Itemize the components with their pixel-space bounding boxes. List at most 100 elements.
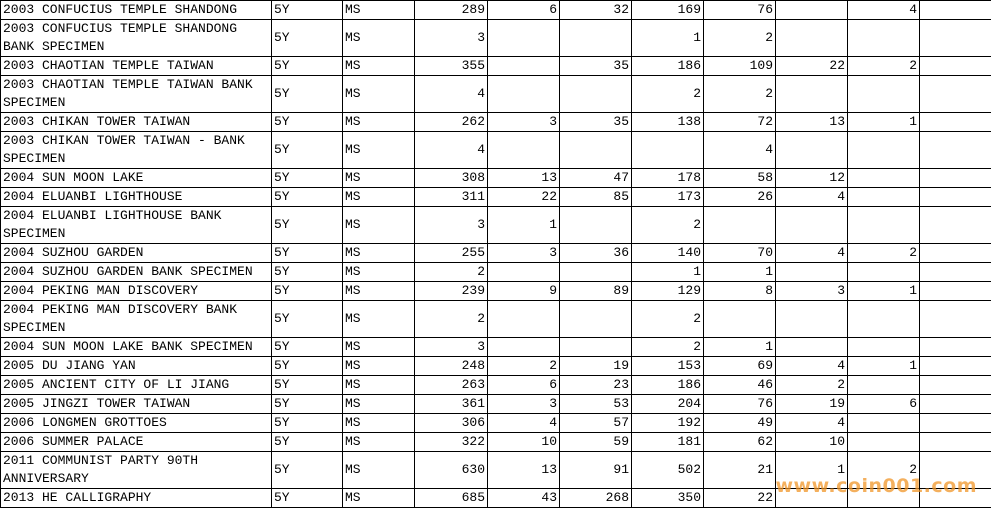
coin-grade: MS <box>342 262 415 282</box>
coin-denomination: 5Y <box>271 112 343 132</box>
count-cell: 22 <box>487 187 560 207</box>
count-cell: 35 <box>559 112 632 132</box>
coin-grade: MS <box>342 206 415 244</box>
coin-denomination: 5Y <box>271 300 343 338</box>
coin-name: 2013 HE CALLIGRAPHY <box>0 488 272 508</box>
count-cell: 248 <box>414 356 488 376</box>
count-cell <box>487 19 560 57</box>
table-row: 2003 CHIKAN TOWER TAIWAN 5Y MS 262 3 35 138 72 1… <box>0 112 991 132</box>
count-cell: 2 <box>703 19 776 57</box>
coin-denomination: 5Y <box>271 168 343 188</box>
count-cell: 57 <box>559 413 632 433</box>
count-cell: 350 <box>631 488 704 508</box>
coin-name: 2003 CHAOTIAN TEMPLE TAIWAN <box>0 56 272 76</box>
count-cell: 46 <box>703 375 776 395</box>
count-cell: 308 <box>414 168 488 188</box>
count-cell <box>847 432 920 452</box>
count-cell: 186 <box>631 375 704 395</box>
count-cell: 10 <box>775 432 848 452</box>
count-cell: 13 <box>487 451 560 489</box>
count-cell <box>559 19 632 57</box>
count-cell <box>919 112 991 132</box>
coin-name: 2003 CHAOTIAN TEMPLE TAIWAN BANK SPECIME… <box>0 75 272 113</box>
table-row: 2006 LONGMEN GROTTOES 5Y MS 306 4 57 192 49 4 <box>0 413 991 433</box>
count-cell <box>559 206 632 244</box>
coin-denomination: 5Y <box>271 0 343 20</box>
count-cell: 19 <box>775 394 848 414</box>
coin-grade: MS <box>342 243 415 263</box>
coin-denomination: 5Y <box>271 131 343 169</box>
count-cell: 3 <box>775 281 848 301</box>
coin-name: 2004 SUN MOON LAKE <box>0 168 272 188</box>
count-cell <box>847 168 920 188</box>
count-cell <box>559 262 632 282</box>
table-row: 2004 PEKING MAN DISCOVERY 5Y MS 239 9 89 129 8 3… <box>0 281 991 301</box>
count-cell <box>919 375 991 395</box>
coin-denomination: 5Y <box>271 262 343 282</box>
table-row: 2003 CHIKAN TOWER TAIWAN - BANK SPECIMEN… <box>0 131 991 169</box>
coin-grade: MS <box>342 0 415 20</box>
count-cell <box>847 131 920 169</box>
count-cell: 6 <box>847 394 920 414</box>
coin-grade: MS <box>342 56 415 76</box>
table-row: 2004 PEKING MAN DISCOVERY BANK SPECIMEN 5… <box>0 300 991 338</box>
count-cell: 4 <box>703 131 776 169</box>
coin-name: 2005 DU JIANG YAN <box>0 356 272 376</box>
coin-grade: MS <box>342 281 415 301</box>
count-cell: 4 <box>414 75 488 113</box>
count-cell: 262 <box>414 112 488 132</box>
count-cell: 22 <box>775 56 848 76</box>
count-cell: 4 <box>847 0 920 20</box>
count-cell: 311 <box>414 187 488 207</box>
coin-grade: MS <box>342 112 415 132</box>
coin-denomination: 5Y <box>271 413 343 433</box>
count-cell: 186 <box>631 56 704 76</box>
coin-denomination: 5Y <box>271 56 343 76</box>
count-cell: 109 <box>703 56 776 76</box>
table-row: 2004 SUN MOON LAKE 5Y MS 308 13 47 178 58 12 <box>0 168 991 188</box>
coin-grade: MS <box>342 75 415 113</box>
count-cell: 4 <box>487 413 560 433</box>
count-cell: 2 <box>414 262 488 282</box>
count-cell <box>559 75 632 113</box>
count-cell: 6 <box>487 0 560 20</box>
count-cell: 2 <box>631 300 704 338</box>
count-cell <box>775 0 848 20</box>
count-cell: 70 <box>703 243 776 263</box>
count-cell: 4 <box>775 187 848 207</box>
count-cell <box>487 262 560 282</box>
count-cell: 263 <box>414 375 488 395</box>
count-cell <box>919 0 991 20</box>
count-cell: 9 <box>487 281 560 301</box>
watermark: www.coin001.com <box>775 475 977 497</box>
count-cell: 2 <box>847 56 920 76</box>
count-cell: 630 <box>414 451 488 489</box>
count-cell <box>487 337 560 357</box>
count-cell <box>775 19 848 57</box>
count-cell: 4 <box>775 243 848 263</box>
coin-grade: MS <box>342 375 415 395</box>
count-cell: 19 <box>559 356 632 376</box>
count-cell: 22 <box>703 488 776 508</box>
count-cell: 239 <box>414 281 488 301</box>
table-row: 2013 HE CALLIGRAPHY 5Y MS 685 43 268 350 22 <box>0 488 991 508</box>
table-row: 2004 ELUANBI LIGHTHOUSE 5Y MS 311 22 85 173 26 4 <box>0 187 991 207</box>
coin-denomination: 5Y <box>271 488 343 508</box>
count-cell: 12 <box>775 168 848 188</box>
table-row: 2011 COMMUNIST PARTY 90TH ANNIVERSARY 5Y M… <box>0 451 991 489</box>
count-cell: 4 <box>775 356 848 376</box>
count-cell: 3 <box>414 337 488 357</box>
coin-grade: MS <box>342 488 415 508</box>
count-cell: 1 <box>631 262 704 282</box>
table-row: 2004 SUN MOON LAKE BANK SPECIMEN 5Y MS 3 2 1 <box>0 337 991 357</box>
count-cell <box>559 131 632 169</box>
count-cell: 26 <box>703 187 776 207</box>
count-cell <box>919 432 991 452</box>
count-cell <box>559 300 632 338</box>
count-cell: 2 <box>775 375 848 395</box>
count-cell <box>487 75 560 113</box>
count-cell: 59 <box>559 432 632 452</box>
count-cell <box>919 75 991 113</box>
count-cell: 62 <box>703 432 776 452</box>
